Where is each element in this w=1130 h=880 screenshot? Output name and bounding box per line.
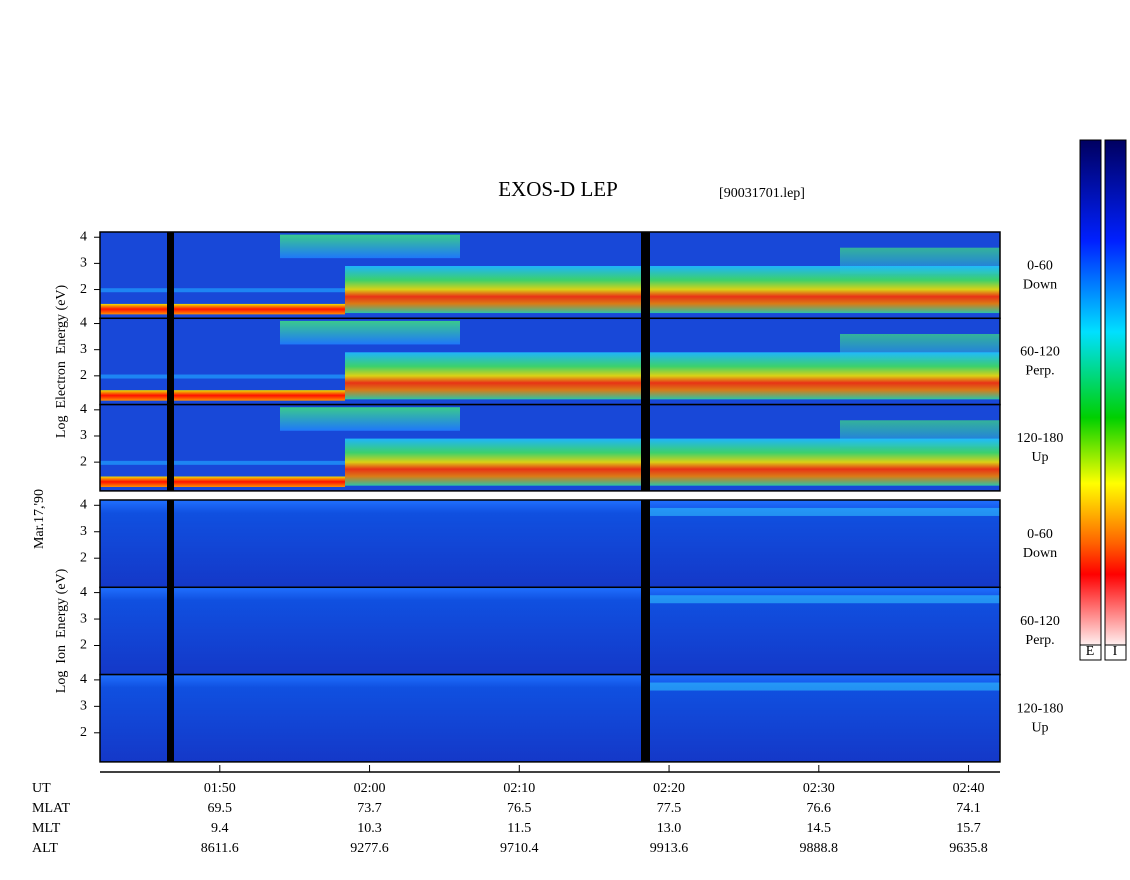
data-gap <box>641 587 650 675</box>
colorbar-label: E <box>1086 644 1095 659</box>
spectrogram-cloud <box>280 320 460 345</box>
ephemeris-value: 9888.8 <box>800 841 839 856</box>
ephemeris-value: 76.6 <box>807 801 832 816</box>
ephemeris-value: 9635.8 <box>949 841 988 856</box>
data-gap <box>641 318 650 405</box>
ephemeris-value: 76.5 <box>507 801 532 816</box>
y-tick-label: 4 <box>80 585 87 600</box>
ephemeris-name: MLT <box>32 821 61 836</box>
colorbar-label: I <box>1113 644 1118 659</box>
panel-label: Up <box>1031 720 1048 735</box>
panel-label: Perp. <box>1025 364 1054 379</box>
y-tick-label: 4 <box>80 498 87 513</box>
spectrogram-cloud <box>280 407 460 431</box>
ephemeris-value: 9710.4 <box>500 841 539 856</box>
x-tick-label: 02:40 <box>953 781 985 796</box>
data-gap <box>641 404 650 491</box>
spectrogram-band <box>100 390 345 401</box>
y-tick-label: 2 <box>80 725 87 740</box>
panel-label: Perp. <box>1025 633 1054 648</box>
ephemeris-value: 15.7 <box>956 821 981 836</box>
spectrogram-streak <box>645 595 1000 604</box>
ephemeris-name: ALT <box>32 841 58 856</box>
data-gap <box>641 674 650 762</box>
panel-label: 0-60 <box>1027 527 1053 542</box>
ephemeris-value: 10.3 <box>357 821 382 836</box>
ephemeris-value: 74.1 <box>956 801 981 816</box>
x-tick-label: 02:00 <box>354 781 386 796</box>
panel-label: Down <box>1023 277 1057 292</box>
panel-label: 60-120 <box>1020 345 1060 360</box>
date-label: Mar.17,'90 <box>32 489 47 549</box>
y-tick-label: 4 <box>80 316 87 331</box>
data-gap <box>167 318 174 405</box>
ephemeris-value: 8611.6 <box>201 841 239 856</box>
colorbar-box <box>1079 644 1102 661</box>
ephemeris-name: MLAT <box>32 801 71 816</box>
spectrogram-band <box>100 374 345 379</box>
ephemeris-value: 9.4 <box>211 821 229 836</box>
y-axis-label: Log Electron Energy (eV) <box>54 284 69 438</box>
panel-label: 120-180 <box>1017 701 1064 716</box>
y-tick-label: 2 <box>80 550 87 565</box>
colorbar <box>1104 139 1127 646</box>
y-tick-label: 3 <box>80 611 87 626</box>
x-tick-label: 02:10 <box>503 781 535 796</box>
colorbar-box <box>1104 644 1127 661</box>
panel-frame <box>99 673 1001 763</box>
ephemeris-value: 13.0 <box>657 821 682 836</box>
y-tick-label: 4 <box>80 402 87 417</box>
spectrogram-band <box>100 288 345 293</box>
y-tick-label: 2 <box>80 282 87 297</box>
spectrogram-band <box>100 476 345 487</box>
panel-label: Down <box>1023 546 1057 561</box>
y-axis-label: Log Ion Energy (eV) <box>54 568 69 693</box>
spectrogram-band <box>345 352 1000 400</box>
y-tick-label: 3 <box>80 428 87 443</box>
spectrogram-streak <box>645 682 1000 691</box>
panel-label: 120-180 <box>1017 431 1064 446</box>
data-gap <box>167 404 174 491</box>
chart-title: EXOS-D LEP <box>498 177 618 201</box>
data-gap <box>167 232 174 319</box>
x-tick-label: 02:30 <box>803 781 835 796</box>
y-tick-label: 2 <box>80 454 87 469</box>
y-tick-label: 3 <box>80 524 87 539</box>
y-tick-label: 4 <box>80 229 87 244</box>
data-gap <box>167 674 174 762</box>
y-tick-label: 3 <box>80 256 87 271</box>
spectrogram-band <box>100 460 345 465</box>
x-tick-label: 02:20 <box>653 781 685 796</box>
panel-frame <box>99 403 1001 492</box>
panel-label: Up <box>1031 450 1048 465</box>
spectrogram-streak <box>645 507 1000 516</box>
panel-label: 0-60 <box>1027 258 1053 273</box>
y-tick-label: 4 <box>80 672 87 687</box>
y-tick-label: 2 <box>80 638 87 653</box>
ephemeris-value: 9277.6 <box>350 841 389 856</box>
x-axis-label: UT <box>32 781 51 796</box>
colorbar <box>1079 139 1102 646</box>
x-tick-label: 01:50 <box>204 781 236 796</box>
spectrogram-band <box>345 438 1000 486</box>
y-tick-label: 3 <box>80 342 87 357</box>
ephemeris-value: 69.5 <box>208 801 233 816</box>
ephemeris-value: 14.5 <box>807 821 832 836</box>
spectrogram-cloud <box>280 234 460 259</box>
data-gap <box>167 587 174 675</box>
ephemeris-value: 9913.6 <box>650 841 689 856</box>
data-gap <box>167 500 174 588</box>
ephemeris-value: 77.5 <box>657 801 682 816</box>
data-gap <box>641 232 650 319</box>
spectrogram-band <box>100 303 345 315</box>
spectrogram-band <box>345 265 1000 314</box>
y-tick-label: 3 <box>80 699 87 714</box>
ephemeris-value: 73.7 <box>357 801 382 816</box>
ephemeris-value: 11.5 <box>507 821 531 836</box>
file-name: [90031701.lep] <box>719 186 805 201</box>
data-gap <box>641 500 650 588</box>
panel-label: 60-120 <box>1020 614 1060 629</box>
y-tick-label: 2 <box>80 368 87 383</box>
